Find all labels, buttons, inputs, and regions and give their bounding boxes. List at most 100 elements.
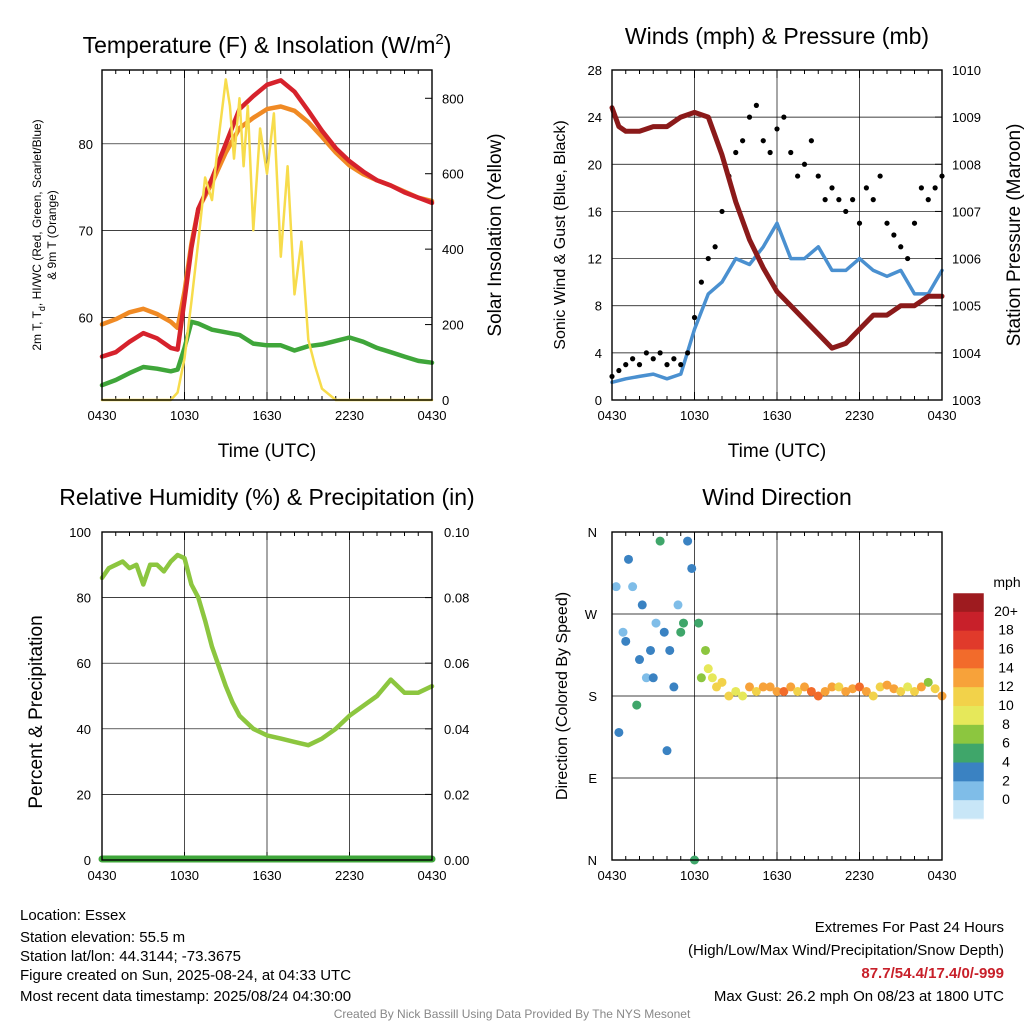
- direction-point: [896, 686, 906, 696]
- created-text: Figure created on Sun, 2025-08-24, at 04…: [20, 967, 352, 984]
- y-tick-label: 80: [77, 591, 91, 606]
- x-tick-label: 0430: [928, 868, 957, 883]
- chart-title: Winds (mph) & Pressure (mb): [625, 23, 929, 49]
- direction-point: [786, 682, 796, 692]
- legend-color-box: [953, 743, 984, 763]
- gust-point: [691, 314, 698, 321]
- y-right-tick-label: 1007: [952, 204, 981, 219]
- max-gust-text: Max Gust: 26.2 mph On 08/23 at 1800 UTC: [713, 988, 1004, 1005]
- direction-point: [855, 682, 864, 692]
- direction-point: [758, 682, 768, 692]
- x-tick-label: 1030: [170, 408, 199, 423]
- gust-point: [911, 220, 918, 226]
- gust-point: [932, 185, 938, 191]
- y-right-tick-label: 0.06: [444, 656, 469, 671]
- y-tick-label: 100: [69, 525, 91, 540]
- direction-point: [731, 686, 741, 696]
- gust-point: [657, 350, 663, 356]
- recent-data-text: Most recent data timestamp: 2025/08/24 0…: [20, 988, 352, 1005]
- x-tick-label: 1630: [253, 868, 282, 883]
- gust-point: [643, 350, 649, 356]
- y-tick-label: 8: [595, 299, 602, 314]
- direction-point: [882, 680, 892, 690]
- x-tick-label: 0430: [418, 868, 447, 883]
- temperature-series-line-2: [99, 319, 435, 388]
- gust-point: [808, 138, 814, 144]
- direction-point: [679, 618, 688, 628]
- direction-point: [701, 645, 710, 655]
- gust-point: [870, 197, 876, 203]
- gust-point: [623, 362, 629, 368]
- gust-point: [801, 161, 808, 167]
- legend-color-box: [953, 630, 984, 650]
- legend-label: 10: [998, 697, 1014, 713]
- x-tick-label: 1030: [680, 408, 709, 423]
- gust-point: [891, 232, 897, 238]
- gust-point: [636, 362, 643, 368]
- plot-frame: [101, 531, 433, 861]
- direction-point: [903, 682, 913, 692]
- panel-1: 0430 1030 1630 2230 04306070800200400600800T…: [30, 31, 506, 462]
- y-right-tick-label: 1009: [952, 110, 981, 125]
- direction-point: [618, 627, 628, 637]
- gust-point: [630, 356, 636, 362]
- direction-point: [669, 682, 679, 692]
- y-axis-label-left: 2m T, Td, HI/WC (Red, Green, Scarlet/Blu…: [30, 119, 47, 350]
- y-right-tick-label: 1005: [952, 299, 981, 314]
- direction-point: [707, 673, 717, 683]
- y-right-tick-label: 0: [442, 393, 449, 408]
- direction-point: [916, 682, 926, 692]
- direction-point: [676, 627, 686, 637]
- chart-title: Temperature (F) & Insolation (W/m2): [83, 31, 452, 58]
- direction-point: [662, 746, 672, 756]
- y-tick-label: 60: [77, 656, 91, 671]
- y-tick-label: 16: [588, 204, 602, 219]
- y-right-tick-label: 0.00: [444, 853, 469, 868]
- y-tick-label: N: [588, 853, 597, 868]
- gust-point: [829, 185, 835, 191]
- gust-point: [836, 197, 842, 203]
- x-axis-label: Time (UTC): [728, 441, 827, 462]
- y-right-tick-label: 200: [442, 318, 464, 333]
- direction-point: [813, 691, 823, 701]
- legend-color-box: [953, 649, 984, 669]
- y-tick-label: W: [585, 607, 598, 622]
- direction-point: [683, 536, 693, 546]
- direction-point: [868, 691, 878, 701]
- legend-label: 16: [998, 641, 1014, 657]
- gust-point: [746, 114, 753, 120]
- direction-point: [651, 618, 661, 628]
- direction-point: [614, 727, 624, 737]
- direction-point: [624, 554, 633, 564]
- x-tick-label: 2230: [335, 408, 364, 423]
- y-axis-label-right: Station Pressure (Maroon): [1004, 124, 1024, 347]
- y-axis-label-right: Solar Insolation (Yellow): [485, 133, 506, 336]
- y-tick-label: S: [588, 689, 597, 704]
- x-axis-label: Time (UTC): [218, 441, 317, 462]
- direction-point: [655, 536, 665, 546]
- pressure-line: [609, 105, 945, 351]
- direction-point: [694, 618, 704, 628]
- gust-point: [884, 220, 890, 226]
- direction-point: [910, 686, 919, 696]
- direction-point: [800, 682, 809, 692]
- extremes-values: 87.7/54.4/17.4/0/-999: [861, 965, 1004, 982]
- gust-point: [856, 220, 863, 226]
- direction-point: [632, 700, 642, 710]
- gust-point: [905, 255, 911, 262]
- gust-point: [795, 173, 801, 179]
- y-tick-label: N: [588, 525, 597, 540]
- gust-point: [712, 244, 718, 250]
- gust-point: [719, 208, 725, 215]
- direction-point: [779, 686, 789, 696]
- y-tick-label: 60: [79, 311, 93, 326]
- legend-color-box: [953, 668, 984, 688]
- legend-label: 20+: [994, 603, 1018, 619]
- y-right-tick-label: 0.04: [444, 722, 469, 737]
- legend-label: 4: [1002, 754, 1010, 770]
- chart-title: Relative Humidity (%) & Precipitation (i…: [59, 484, 474, 510]
- extremes-title: Extremes For Past 24 Hours: [814, 919, 1004, 936]
- temperature-series-line-3: [100, 78, 434, 402]
- y-right-tick-label: 1010: [952, 63, 981, 78]
